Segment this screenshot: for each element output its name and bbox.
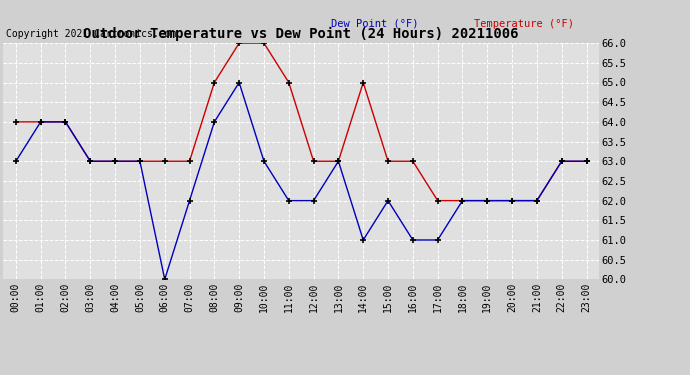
Text: Copyright 2021 Cartronics.com: Copyright 2021 Cartronics.com (6, 29, 176, 39)
Title: Outdoor Temperature vs Dew Point (24 Hours) 20211006: Outdoor Temperature vs Dew Point (24 Hou… (83, 26, 519, 40)
Text: Temperature (°F): Temperature (°F) (474, 19, 574, 29)
Text: Dew Point (°F): Dew Point (°F) (331, 19, 418, 29)
